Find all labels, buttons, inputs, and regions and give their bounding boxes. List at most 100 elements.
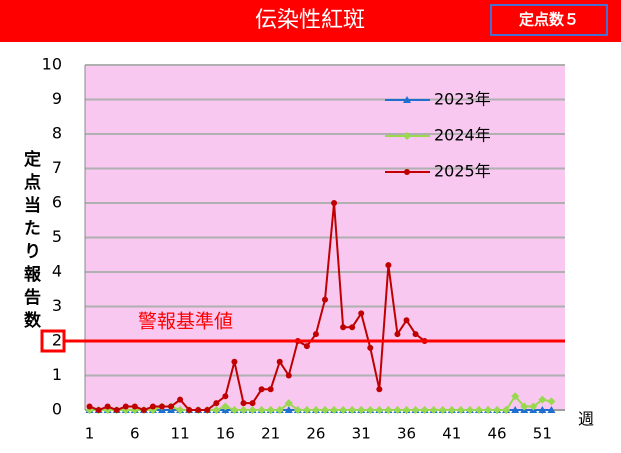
x-tick-label: 31: [352, 425, 371, 443]
marker: [312, 331, 319, 338]
y-tick-label: 7: [52, 158, 62, 177]
marker: [140, 407, 147, 413]
marker: [122, 403, 129, 410]
marker: [284, 399, 293, 408]
marker: [258, 386, 265, 393]
marker: [502, 406, 511, 414]
badge-box: [490, 4, 608, 36]
legend-label: 2023年: [434, 90, 491, 109]
marker: [86, 403, 93, 410]
marker: [158, 403, 165, 410]
chart-title: 伝染性紅斑: [255, 8, 365, 33]
marker: [195, 407, 202, 413]
marker: [402, 406, 411, 414]
y-tick-label: 6: [52, 193, 62, 212]
x-tick-label: 41: [442, 425, 461, 443]
y-tick-label: 0: [52, 400, 62, 419]
marker: [239, 406, 248, 414]
marker: [104, 403, 111, 410]
marker: [493, 406, 502, 414]
threshold-tick-box: [40, 329, 66, 353]
marker: [438, 406, 447, 414]
marker: [385, 262, 392, 269]
x-axis-label: 週: [578, 410, 594, 429]
marker: [176, 406, 185, 414]
x-tick-label: 16: [216, 425, 235, 443]
y-axis-label: 定点当たり報告数: [20, 149, 41, 334]
marker: [339, 406, 348, 414]
marker: [186, 407, 193, 413]
y-tick-label: 9: [52, 89, 62, 108]
marker: [249, 400, 256, 407]
marker: [213, 400, 220, 407]
marker: [474, 406, 483, 414]
marker: [376, 386, 383, 393]
x-tick-label: 21: [261, 425, 280, 443]
marker: [384, 406, 393, 414]
marker: [367, 344, 374, 351]
marker: [340, 324, 347, 331]
marker: [538, 395, 547, 404]
y-tick-label: 1: [52, 365, 62, 384]
marker: [456, 406, 465, 414]
marker: [429, 406, 438, 414]
marker: [412, 331, 419, 338]
legend-marker: [403, 96, 411, 103]
marker: [547, 397, 556, 406]
legend-label: 2025年: [434, 162, 491, 181]
x-tick-label: 46: [488, 425, 507, 443]
marker: [293, 406, 302, 414]
marker: [331, 200, 338, 206]
marker: [230, 406, 239, 414]
marker: [95, 407, 102, 413]
marker: [131, 403, 138, 410]
marker: [311, 406, 320, 414]
x-tick-label: 26: [306, 425, 325, 443]
y-tick-label: 5: [52, 227, 62, 246]
marker: [285, 372, 292, 379]
marker: [222, 393, 229, 400]
y-tick-label: 4: [52, 262, 62, 281]
marker: [266, 406, 275, 414]
marker: [393, 406, 402, 414]
marker: [375, 406, 384, 414]
marker: [394, 331, 401, 338]
marker: [465, 406, 474, 414]
marker: [149, 403, 156, 410]
marker: [240, 400, 247, 407]
legend-marker: [403, 132, 411, 140]
marker: [484, 406, 493, 414]
marker: [447, 406, 456, 414]
marker: [275, 406, 284, 414]
marker: [248, 406, 257, 414]
x-tick-label: 11: [171, 425, 190, 443]
marker: [330, 406, 339, 414]
marker: [520, 402, 529, 411]
marker: [276, 358, 283, 365]
marker: [349, 324, 356, 331]
marker: [113, 407, 120, 413]
marker: [168, 403, 175, 410]
legend-marker: [404, 169, 410, 175]
marker: [302, 406, 311, 414]
marker: [529, 402, 538, 411]
marker: [267, 386, 274, 393]
badge: 定点数５: [519, 11, 579, 29]
x-tick-label: 1: [85, 425, 95, 443]
marker: [204, 407, 211, 413]
marker: [321, 406, 329, 414]
x-tick-label: 36: [397, 425, 416, 443]
y-tick-label: 8: [52, 124, 62, 143]
marker: [357, 406, 366, 414]
marker: [511, 392, 520, 401]
marker: [212, 406, 221, 414]
marker: [511, 406, 520, 413]
legend-label: 2024年: [434, 126, 491, 145]
marker: [348, 406, 357, 414]
marker: [231, 358, 238, 365]
marker: [420, 406, 429, 414]
x-tick-label: 6: [130, 425, 140, 443]
marker: [257, 406, 266, 414]
marker: [177, 396, 184, 403]
